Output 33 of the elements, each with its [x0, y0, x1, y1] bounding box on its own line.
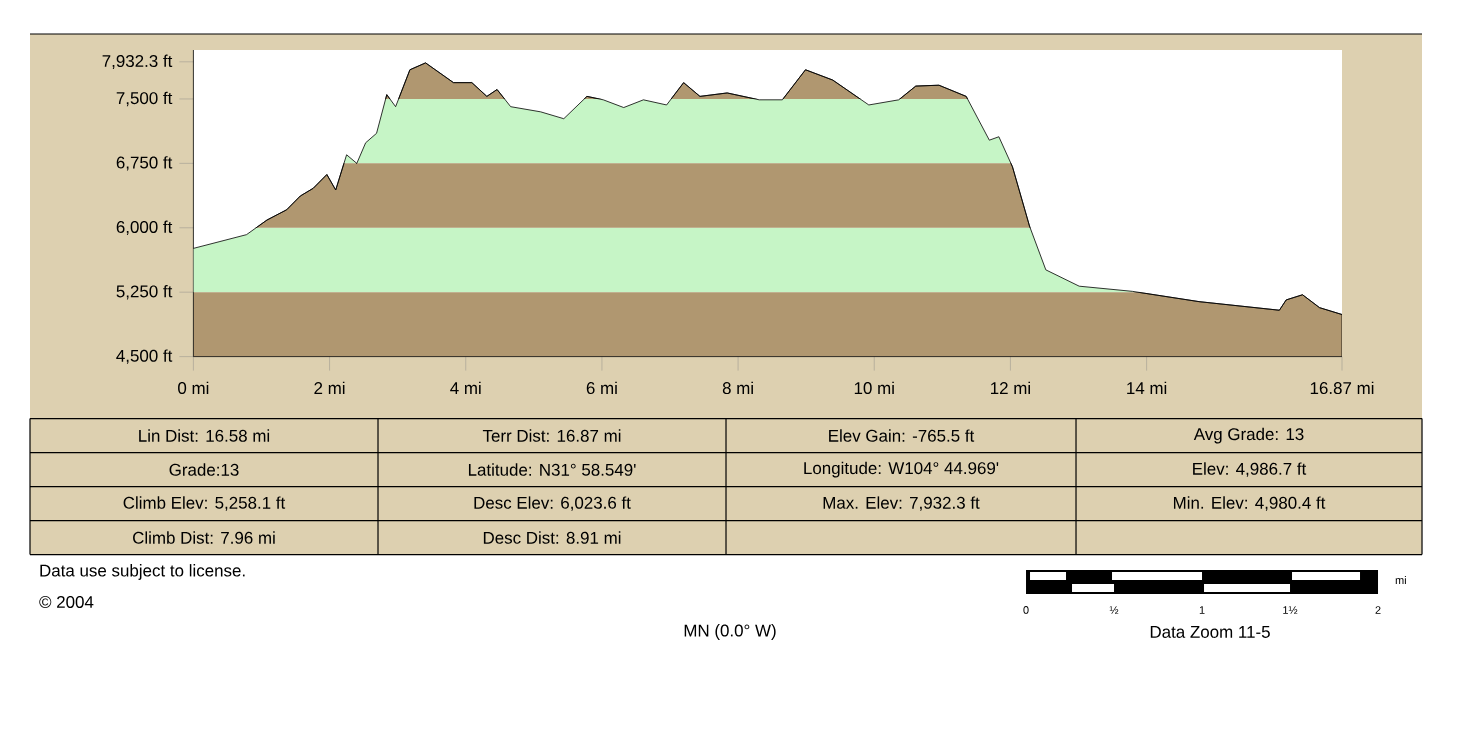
- text: Min. Elev: 4,980.4 ft: [1173, 496, 1326, 511]
- y-tick-label: 6,750 ft: [116, 156, 173, 171]
- text: © 2004: [39, 596, 94, 608]
- x-tick-label: 4 mi: [450, 381, 481, 394]
- text: Elev: 4,986.7 ft: [1193, 462, 1307, 477]
- text: Climb Elev: 5,258.1 ft: [123, 496, 286, 511]
- text: Grade:13: [169, 463, 239, 476]
- text: Desc Dist: 8.91 mi: [483, 531, 621, 544]
- text: Elev Gain: -765.5 ft: [829, 429, 975, 442]
- y-tick-label: 4,500 ft: [116, 349, 173, 364]
- x-tick-label: 14 mi: [1127, 381, 1167, 394]
- x-tick-label: 6 mi: [586, 381, 617, 395]
- x-tick-label: 16.87 mi: [1310, 381, 1374, 395]
- x-tick-label: 10 mi: [854, 381, 894, 395]
- x-tick-label: 8 mi: [722, 381, 753, 395]
- text: Desc Elev: 6,023.6 ft: [474, 496, 631, 511]
- text: MN (0.0° W): [684, 624, 776, 640]
- text: Data Zoom 11-5: [1150, 626, 1270, 638]
- text: Terr Dist: 16.87 mi: [482, 429, 621, 442]
- text: Avg Grade: 13: [1193, 427, 1304, 444]
- x-tick-label: 0 mi: [178, 381, 209, 395]
- y-tick-label: 7,500 ft: [116, 91, 173, 107]
- text: Max. Elev: 7,932.3 ft: [823, 496, 980, 511]
- y-tick-label: 6,000 ft: [116, 220, 173, 235]
- text: Longitude: W104° 44.969': [804, 461, 999, 478]
- text: Latitude: N31° 58.549': [468, 463, 636, 476]
- y-tick-label: 7,932.3 ft: [102, 54, 173, 70]
- x-tick-label: 12 mi: [991, 381, 1030, 394]
- text: Data use subject to license.: [40, 564, 245, 580]
- text: Lin Dist: 16.58 mi: [139, 429, 270, 442]
- text: Climb Dist: 7.96 mi: [133, 531, 275, 544]
- x-tick-label: 2 mi: [314, 381, 345, 394]
- y-tick-label: 5,250 ft: [116, 284, 173, 300]
